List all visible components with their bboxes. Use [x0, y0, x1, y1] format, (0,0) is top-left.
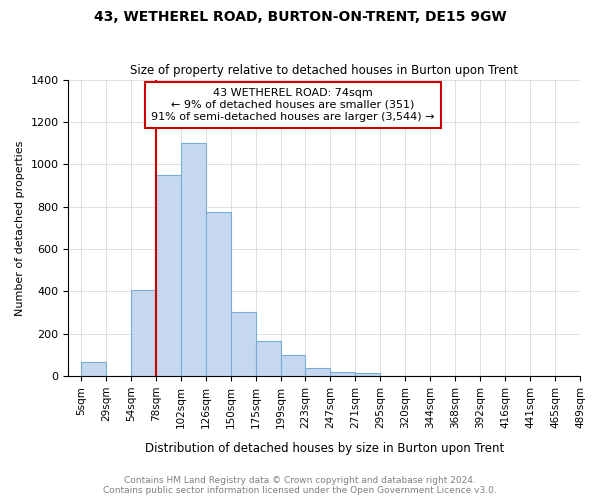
Text: Contains HM Land Registry data © Crown copyright and database right 2024.
Contai: Contains HM Land Registry data © Crown c… [103, 476, 497, 495]
Bar [206, 212, 230, 376]
X-axis label: Distribution of detached houses by size in Burton upon Trent: Distribution of detached houses by size … [145, 442, 504, 455]
Bar [131, 290, 156, 376]
Bar [355, 373, 380, 376]
Bar [281, 355, 305, 376]
Bar [156, 175, 181, 376]
Bar [305, 368, 331, 376]
Text: 43 WETHEREL ROAD: 74sqm
← 9% of detached houses are smaller (351)
91% of semi-de: 43 WETHEREL ROAD: 74sqm ← 9% of detached… [151, 88, 435, 122]
Bar [230, 312, 256, 376]
Text: 43, WETHEREL ROAD, BURTON-ON-TRENT, DE15 9GW: 43, WETHEREL ROAD, BURTON-ON-TRENT, DE15… [94, 10, 506, 24]
Y-axis label: Number of detached properties: Number of detached properties [15, 140, 25, 316]
Bar [256, 342, 281, 376]
Bar [181, 143, 206, 376]
Bar [331, 372, 355, 376]
Bar [81, 362, 106, 376]
Title: Size of property relative to detached houses in Burton upon Trent: Size of property relative to detached ho… [130, 64, 518, 77]
